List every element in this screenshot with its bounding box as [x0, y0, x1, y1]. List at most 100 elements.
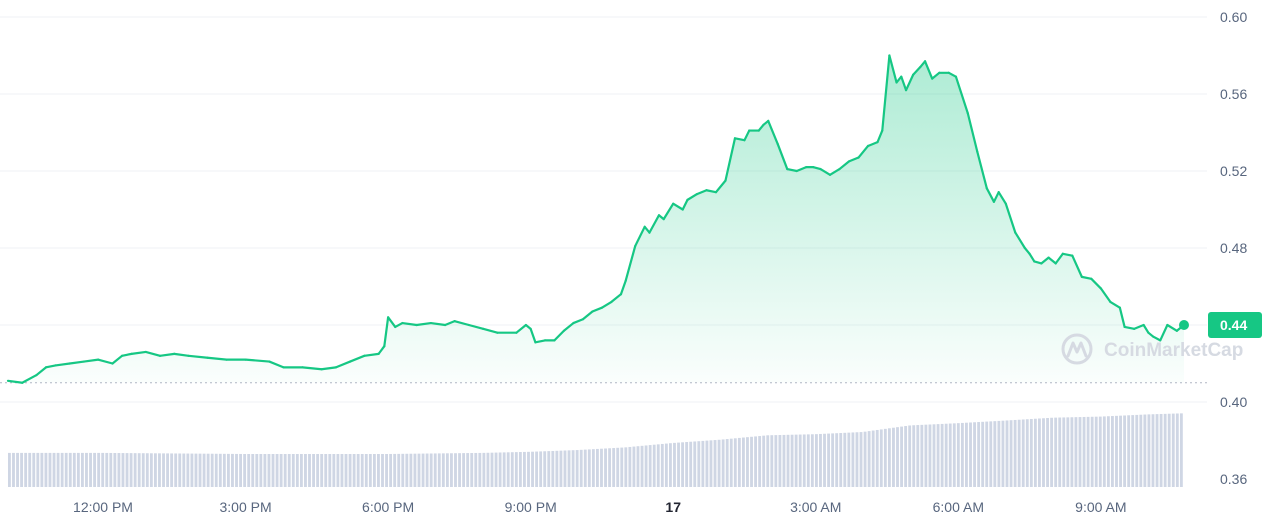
- volume-bar: [32, 452, 36, 487]
- volume-bar: [571, 450, 575, 487]
- y-tick-label: 0.60: [1220, 9, 1247, 25]
- volume-bar: [1102, 416, 1106, 487]
- volume-bar: [64, 452, 68, 487]
- x-tick-label: 6:00 AM: [933, 499, 984, 515]
- volume-bar: [709, 440, 713, 487]
- volume-bar: [186, 453, 190, 487]
- volume-bar: [839, 433, 843, 487]
- current-price-dot[interactable]: [1179, 320, 1189, 330]
- volume-bar: [413, 453, 417, 487]
- volume-bar: [429, 453, 433, 487]
- volume-bar: [1139, 414, 1143, 487]
- x-tick-label: 12:00 PM: [73, 499, 133, 515]
- x-tick-label: 3:00 PM: [220, 499, 272, 515]
- volume-bar: [393, 453, 397, 487]
- volume-bar: [802, 434, 806, 487]
- volume-bar: [222, 453, 226, 487]
- volume-bar: [944, 423, 948, 487]
- volume-bar: [433, 453, 437, 487]
- price-line-segment: [158, 352, 176, 357]
- volume-bar: [814, 434, 818, 487]
- volume-bar: [356, 454, 360, 487]
- volume-bar: [1131, 415, 1135, 487]
- volume-bar: [823, 433, 826, 487]
- price-line-segment: [795, 166, 808, 173]
- volume-bar: [149, 453, 153, 487]
- volume-bar: [887, 428, 891, 487]
- volume-bar: [1009, 420, 1013, 487]
- volume-bar: [121, 453, 125, 487]
- volume-bar: [235, 453, 238, 487]
- price-line-segment: [876, 129, 884, 144]
- volume-bar: [137, 453, 141, 487]
- volume-bar: [1143, 414, 1147, 487]
- volume-bar: [506, 452, 510, 487]
- volume-bar: [385, 454, 388, 487]
- volume-bar: [1025, 419, 1029, 487]
- volume-bar: [202, 453, 206, 487]
- volume-bar: [527, 451, 530, 487]
- price-line-segment: [1054, 252, 1064, 265]
- volume-bar: [328, 454, 332, 487]
- volume-bar: [1159, 413, 1163, 487]
- volume-bar: [583, 449, 587, 487]
- volume-bar: [810, 434, 814, 487]
- volume-bar: [977, 422, 981, 487]
- price-line-segment: [1142, 323, 1150, 334]
- volume-bar: [158, 453, 161, 487]
- volume-bar: [166, 453, 170, 487]
- volume-bar: [989, 421, 993, 487]
- volume-bar: [531, 451, 534, 487]
- price-line-segment: [947, 71, 958, 78]
- price-line-segment: [857, 144, 870, 159]
- volume-bar: [778, 435, 782, 487]
- price-line-segment: [415, 321, 432, 327]
- volume-bar: [80, 452, 84, 487]
- volume-bar: [482, 452, 486, 487]
- volume-bar: [348, 454, 352, 487]
- price-line-segment: [686, 193, 699, 201]
- volume-bar: [518, 452, 522, 487]
- volume-bar: [1086, 416, 1090, 487]
- volume-bar: [1050, 417, 1054, 487]
- price-line-segment: [21, 373, 38, 384]
- price-line-segment: [1033, 260, 1043, 265]
- volume-bar: [928, 424, 932, 487]
- volume-bar: [851, 432, 855, 487]
- price-line-segment: [144, 350, 162, 357]
- volume-bar: [101, 452, 105, 487]
- price-line-segment: [1028, 252, 1036, 263]
- volume-bar: [612, 448, 616, 487]
- volume-bar: [721, 439, 725, 487]
- price-line-segment: [394, 321, 404, 329]
- volume-bar: [1074, 417, 1078, 487]
- price-line-segment: [453, 320, 470, 327]
- volume-bar: [1171, 413, 1175, 487]
- volume-bar: [969, 422, 972, 487]
- x-tick-label: 3:00 AM: [790, 499, 841, 515]
- volume-bar: [421, 453, 425, 487]
- volume-bar: [40, 452, 44, 487]
- volume-bar: [660, 443, 664, 487]
- volume-bar: [113, 452, 117, 487]
- volume-bar: [871, 430, 875, 487]
- price-line-segment: [634, 225, 646, 248]
- price-line-segment: [624, 244, 637, 282]
- price-line-segment: [904, 73, 915, 92]
- volume-bar: [843, 432, 847, 487]
- price-line-segment: [912, 65, 922, 76]
- volume-bar: [1167, 413, 1171, 487]
- volume-bar: [579, 449, 583, 487]
- volume-bar: [1135, 414, 1139, 487]
- volume-bar: [56, 452, 60, 487]
- volume-bar: [790, 434, 794, 487]
- volume-bar: [960, 422, 964, 487]
- price-line-segment: [54, 362, 71, 367]
- price-line-segment: [743, 129, 751, 142]
- volume-bar: [478, 452, 482, 487]
- volume-bar: [717, 439, 721, 487]
- volume-bar: [377, 454, 380, 487]
- price-line-segment: [900, 75, 908, 92]
- volume-bar: [486, 452, 490, 487]
